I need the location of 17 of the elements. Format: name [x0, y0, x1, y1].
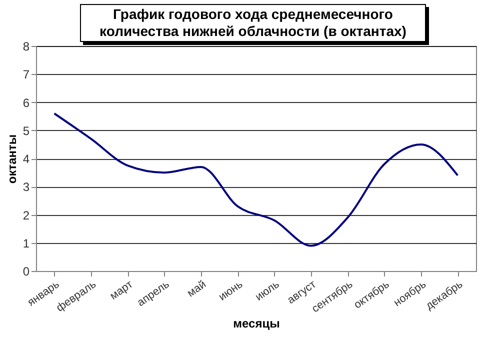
y-tick-label: 8 — [22, 40, 30, 54]
y-tick-label: 7 — [22, 68, 30, 82]
x-tick-label: июль — [253, 278, 282, 304]
y-axis-title: октанты — [4, 134, 19, 184]
x-tick-label: март — [108, 278, 136, 302]
y-tick-label: 0 — [22, 264, 30, 278]
chart-title: График годового хода среднемесечного количества нижней облачности (в октантах) — [80, 4, 426, 42]
y-tick-label: 2 — [22, 208, 30, 222]
x-tick-label: июнь — [216, 278, 246, 304]
y-tick-label: 3 — [22, 180, 30, 194]
line-series — [53, 112, 459, 247]
y-tick-label: 1 — [22, 236, 30, 250]
y-tick-label: 4 — [22, 152, 30, 166]
y-tick-label: 6 — [22, 96, 30, 110]
y-tick-label: 5 — [22, 124, 30, 138]
x-tick-label: май — [185, 278, 208, 300]
x-axis-title: месяцы — [233, 316, 280, 330]
